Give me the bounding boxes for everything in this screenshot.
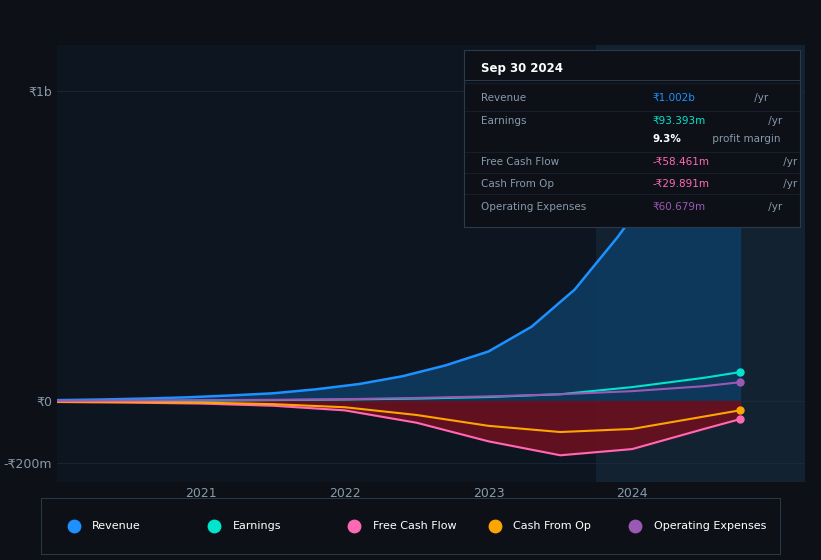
Text: -₹29.891m: -₹29.891m xyxy=(653,179,709,189)
Point xyxy=(488,522,502,531)
Text: Operating Expenses: Operating Expenses xyxy=(654,521,766,531)
Point xyxy=(348,522,361,531)
Text: ₹60.679m: ₹60.679m xyxy=(653,202,705,212)
Point xyxy=(208,522,221,531)
Text: /yr: /yr xyxy=(765,116,782,126)
Bar xyxy=(596,45,805,482)
Text: Earnings: Earnings xyxy=(481,116,526,126)
Text: -₹58.461m: -₹58.461m xyxy=(653,157,709,166)
Text: Cash From Op: Cash From Op xyxy=(481,179,553,189)
Point xyxy=(629,522,642,531)
Text: ₹1.002b: ₹1.002b xyxy=(653,93,695,103)
Text: Revenue: Revenue xyxy=(92,521,140,531)
Text: ₹93.393m: ₹93.393m xyxy=(653,116,705,126)
Text: Free Cash Flow: Free Cash Flow xyxy=(373,521,456,531)
Text: Operating Expenses: Operating Expenses xyxy=(481,202,586,212)
Text: /yr: /yr xyxy=(780,157,797,166)
Text: Revenue: Revenue xyxy=(481,93,525,103)
Text: 9.3%: 9.3% xyxy=(653,134,681,143)
Text: Free Cash Flow: Free Cash Flow xyxy=(481,157,559,166)
Text: /yr: /yr xyxy=(751,93,768,103)
Text: Earnings: Earnings xyxy=(232,521,281,531)
Point xyxy=(67,522,80,531)
Text: /yr: /yr xyxy=(780,179,797,189)
Text: /yr: /yr xyxy=(765,202,782,212)
Text: profit margin: profit margin xyxy=(709,134,781,143)
Text: Sep 30 2024: Sep 30 2024 xyxy=(481,62,562,74)
Text: Cash From Op: Cash From Op xyxy=(513,521,591,531)
